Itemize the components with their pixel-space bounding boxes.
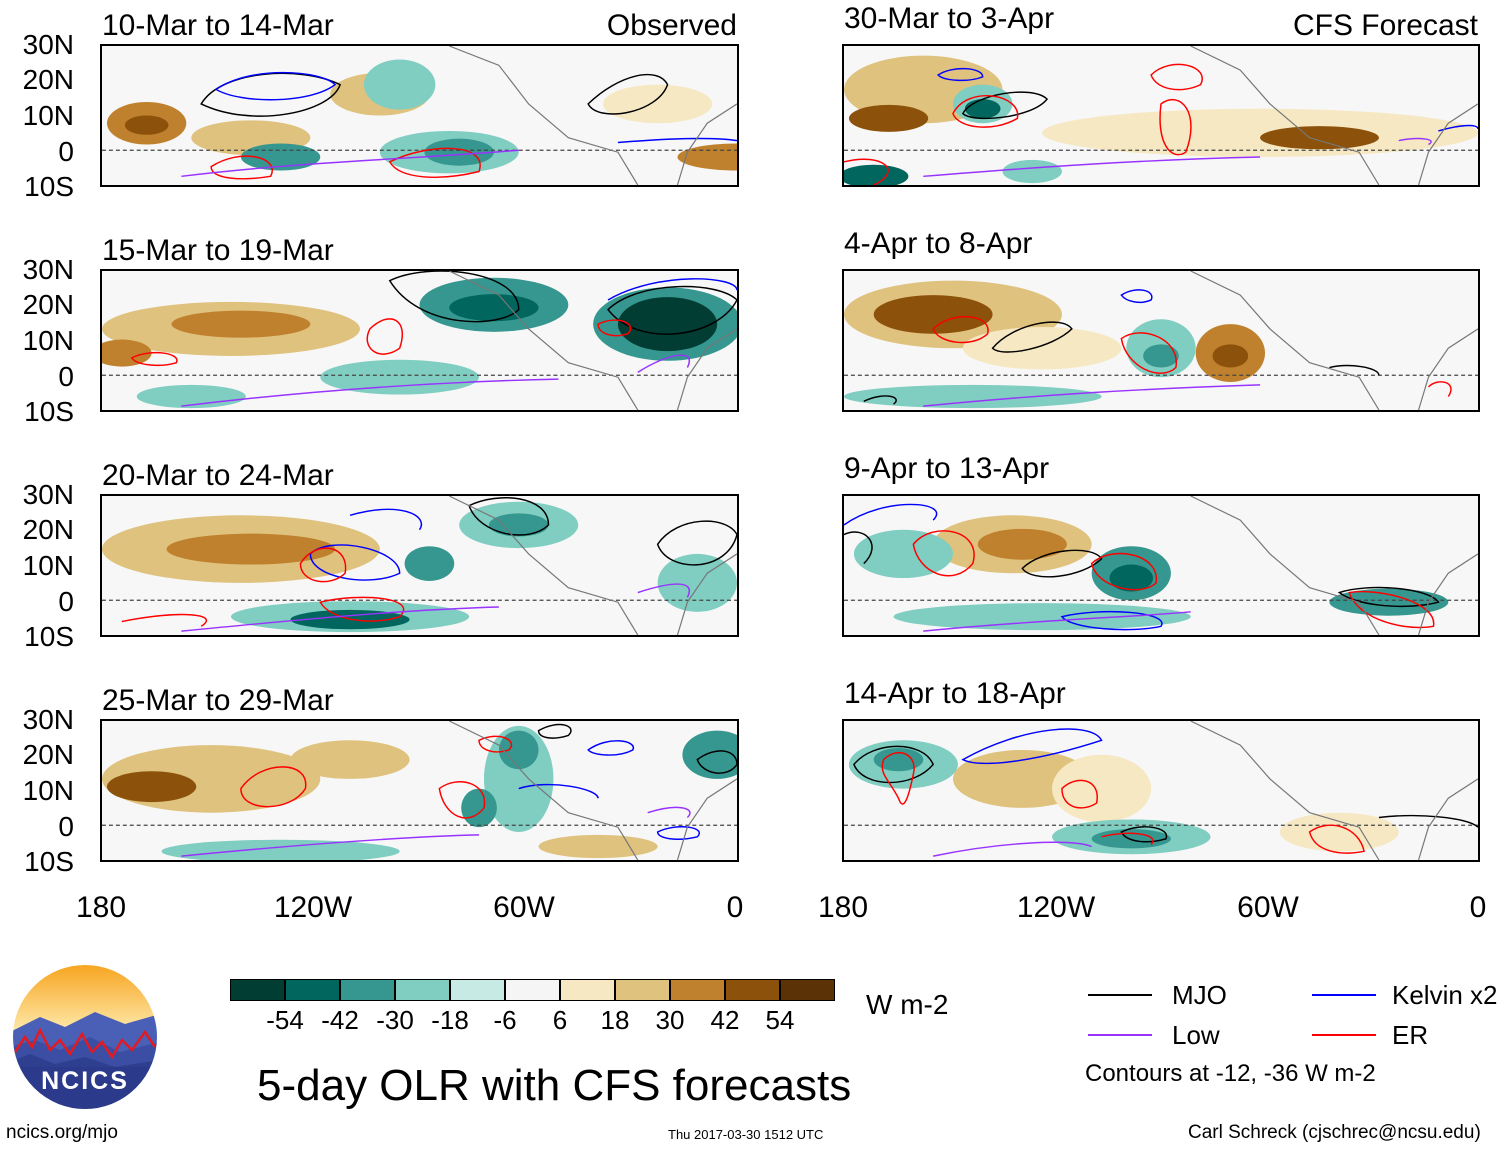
legend-label-mjo: MJO [1172, 980, 1227, 1010]
longitude-label: 60W [1237, 891, 1299, 924]
legend-label-er: ER [1392, 1020, 1429, 1050]
legend-note: Contours at -12, -36 W m-2 [1085, 1060, 1376, 1087]
latitude-label: 10N [22, 775, 74, 806]
observed-label: Observed [606, 9, 737, 42]
olr-map-panel [842, 719, 1480, 862]
panel-title: 15-Mar to 19-Mar [102, 234, 334, 267]
forecast-label: CFS Forecast [1292, 9, 1478, 42]
latitude-label: 10S [24, 621, 74, 652]
panel-title: 20-Mar to 24-Mar [102, 459, 334, 492]
olr-map-panel [100, 719, 739, 862]
logo-text: NCICS [41, 1067, 129, 1095]
longitude-label: 60W [493, 891, 555, 924]
colorbar-swatch [450, 979, 505, 1001]
legend-label-low: Low [1172, 1020, 1220, 1050]
latitude-label: 20N [22, 289, 74, 320]
colorbar-swatch [395, 979, 450, 1001]
longitude-label: 180 [817, 891, 869, 924]
colorbar-tick: -42 [321, 1005, 359, 1035]
panel-title: 9-Apr to 13-Apr [844, 452, 1050, 485]
longitude-label: 120W [273, 891, 353, 924]
olr-map-panel [100, 494, 739, 637]
latitude-label: 0 [58, 361, 74, 392]
latitude-label: 10S [24, 396, 74, 427]
legend-label-kelvin: Kelvin x2 [1392, 980, 1498, 1010]
latitude-label: 30N [22, 254, 74, 285]
longitude-label: 120W [1016, 891, 1096, 924]
colorbar-swatch [505, 979, 560, 1001]
latitude-label: 30N [22, 479, 74, 510]
colorbar-swatch [285, 979, 340, 1001]
legend-swatch-kelvin [1312, 994, 1376, 996]
latitude-label: 0 [58, 586, 74, 617]
panel-title: 10-Mar to 14-Mar [102, 9, 334, 42]
olr-map-panel [842, 44, 1480, 187]
colorbar-swatch [560, 979, 615, 1001]
latitude-label: 10S [24, 171, 74, 202]
colorbar-tick: 18 [600, 1005, 630, 1035]
colorbar-swatch [670, 979, 725, 1001]
longitude-label: 0 [1469, 891, 1487, 924]
latitude-label: 10S [24, 846, 74, 877]
colorbar-tick: 42 [710, 1005, 740, 1035]
colorbar-tick: -18 [431, 1005, 469, 1035]
panel-title: 14-Apr to 18-Apr [844, 677, 1066, 710]
timestamp: Thu 2017-03-30 1512 UTC [668, 1127, 824, 1142]
latitude-label: 10N [22, 550, 74, 581]
olr-map-panel [842, 494, 1480, 637]
olr-map-panel [100, 269, 739, 412]
website-link[interactable]: ncics.org/mjo [6, 1122, 118, 1143]
panel-title: 30-Mar to 3-Apr [844, 2, 1055, 35]
colorbar-units: W m-2 [866, 989, 949, 1020]
colorbar-tick: 30 [655, 1005, 685, 1035]
ncics-logo-icon [11, 963, 159, 1111]
colorbar-tick: -6 [493, 1005, 517, 1035]
latitude-label: 20N [22, 739, 74, 770]
ncics-logo: NCICS [10, 962, 160, 1112]
main-title: 5-day OLR with CFS forecasts [257, 1061, 852, 1110]
latitude-label: 0 [58, 136, 74, 167]
latitude-label: 10N [22, 325, 74, 356]
colorbar-swatch [780, 979, 835, 1001]
latitude-label: 20N [22, 514, 74, 545]
colorbar-swatch [230, 979, 285, 1001]
longitude-label: 180 [75, 891, 127, 924]
panel-title: 4-Apr to 8-Apr [844, 227, 1033, 260]
latitude-label: 0 [58, 811, 74, 842]
longitude-label: 0 [726, 891, 744, 924]
latitude-label: 20N [22, 64, 74, 95]
colorbar-swatch [615, 979, 670, 1001]
colorbar-swatch [725, 979, 780, 1001]
latitude-label: 10N [22, 100, 74, 131]
latitude-label: 30N [22, 704, 74, 735]
latitude-label: 30N [22, 29, 74, 60]
panel-title: 25-Mar to 29-Mar [102, 684, 334, 717]
legend-swatch-mjo [1088, 994, 1152, 996]
colorbar-tick: 6 [552, 1005, 568, 1035]
colorbar-swatch [340, 979, 395, 1001]
olr-map-panel [100, 44, 739, 187]
author-credit: Carl Schreck (cjschrec@ncsu.edu) [1188, 1122, 1481, 1143]
olr-map-panel [842, 269, 1480, 412]
colorbar-tick: 54 [765, 1005, 795, 1035]
legend-swatch-er [1312, 1034, 1376, 1036]
colorbar-tick: -30 [376, 1005, 414, 1035]
legend-swatch-low [1088, 1034, 1152, 1036]
colorbar-tick: -54 [266, 1005, 304, 1035]
